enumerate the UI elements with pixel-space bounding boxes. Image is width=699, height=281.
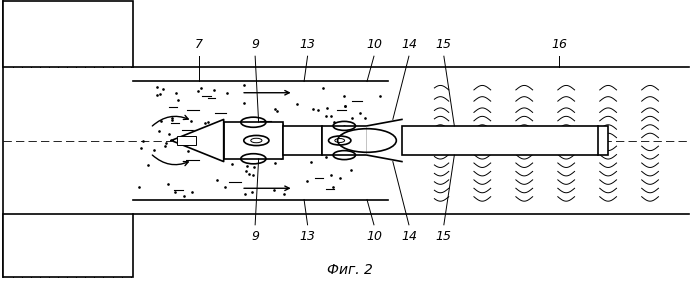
Text: 7: 7 [195,38,203,51]
Bar [3,214,133,277]
Polygon shape [171,119,224,162]
Polygon shape [367,119,402,162]
Text: 14: 14 [401,230,417,243]
Bar [224,122,283,159]
Text: 15: 15 [436,230,452,243]
Bar [322,126,367,155]
Bar [283,126,322,155]
Text: 13: 13 [300,230,315,243]
Text: 9: 9 [251,230,259,243]
Text: 10: 10 [366,38,382,51]
Bar [177,136,196,145]
Bar [3,1,133,67]
Text: 13: 13 [300,38,315,51]
Text: 10: 10 [366,230,382,243]
Text: 9: 9 [251,38,259,51]
Text: 15: 15 [436,38,452,51]
Bar [402,126,608,155]
Text: 14: 14 [401,38,417,51]
Text: Фиг. 2: Фиг. 2 [326,263,373,277]
Text: 16: 16 [552,38,567,51]
